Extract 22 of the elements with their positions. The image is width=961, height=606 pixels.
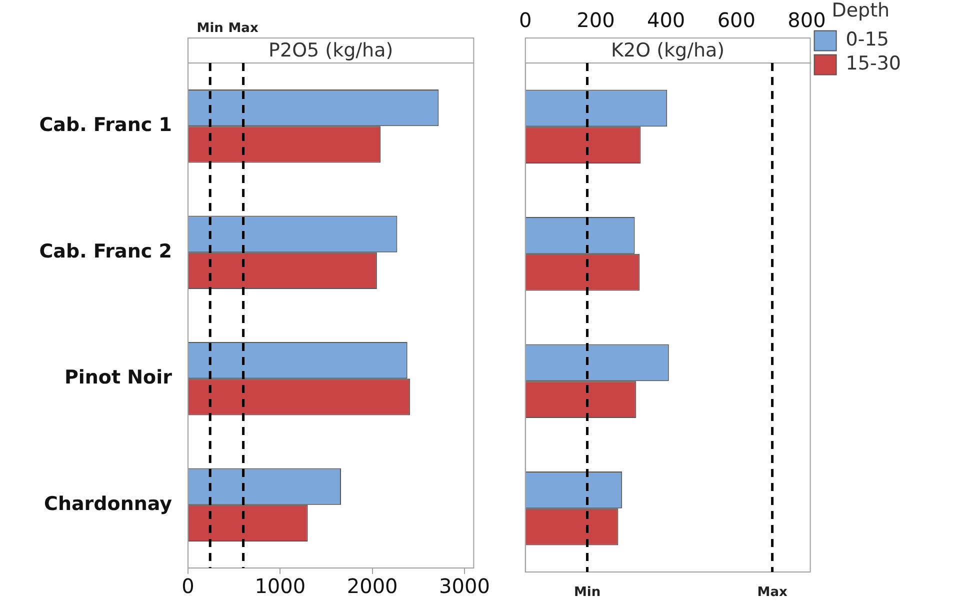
y-tick-label: Cab. Franc 1: [39, 114, 172, 136]
x2-tick-label: 200: [576, 8, 615, 32]
x2-tick-label: 400: [646, 8, 686, 32]
x2-tick-label: 0: [518, 8, 532, 32]
y-tick-label: Pinot Noir: [64, 366, 173, 389]
legend-label: 0-15: [846, 28, 889, 51]
x-tick-label: 3000: [439, 574, 490, 598]
ref-line-label: Min: [196, 20, 224, 36]
legend-label: 15-30: [846, 52, 902, 75]
y-tick-label: Chardonnay: [44, 492, 173, 515]
chart-title: K2O (kg/ha): [611, 39, 725, 62]
x2-tick-label: 600: [717, 8, 756, 32]
chart-title: P2O5 (kg/ha): [268, 39, 394, 62]
ref-line-label: Max: [757, 584, 788, 600]
y-tick-label: Cab. Franc 2: [39, 240, 172, 262]
x2-tick-label: 800: [788, 8, 826, 32]
ref-line-label: Min: [574, 584, 601, 600]
ref-line-label: Max: [228, 20, 259, 36]
x-tick-label: 1000: [254, 574, 306, 598]
legend-title: Depth: [832, 0, 890, 22]
x-tick-label: 2000: [346, 574, 398, 598]
x-tick-label: 0: [182, 574, 194, 598]
